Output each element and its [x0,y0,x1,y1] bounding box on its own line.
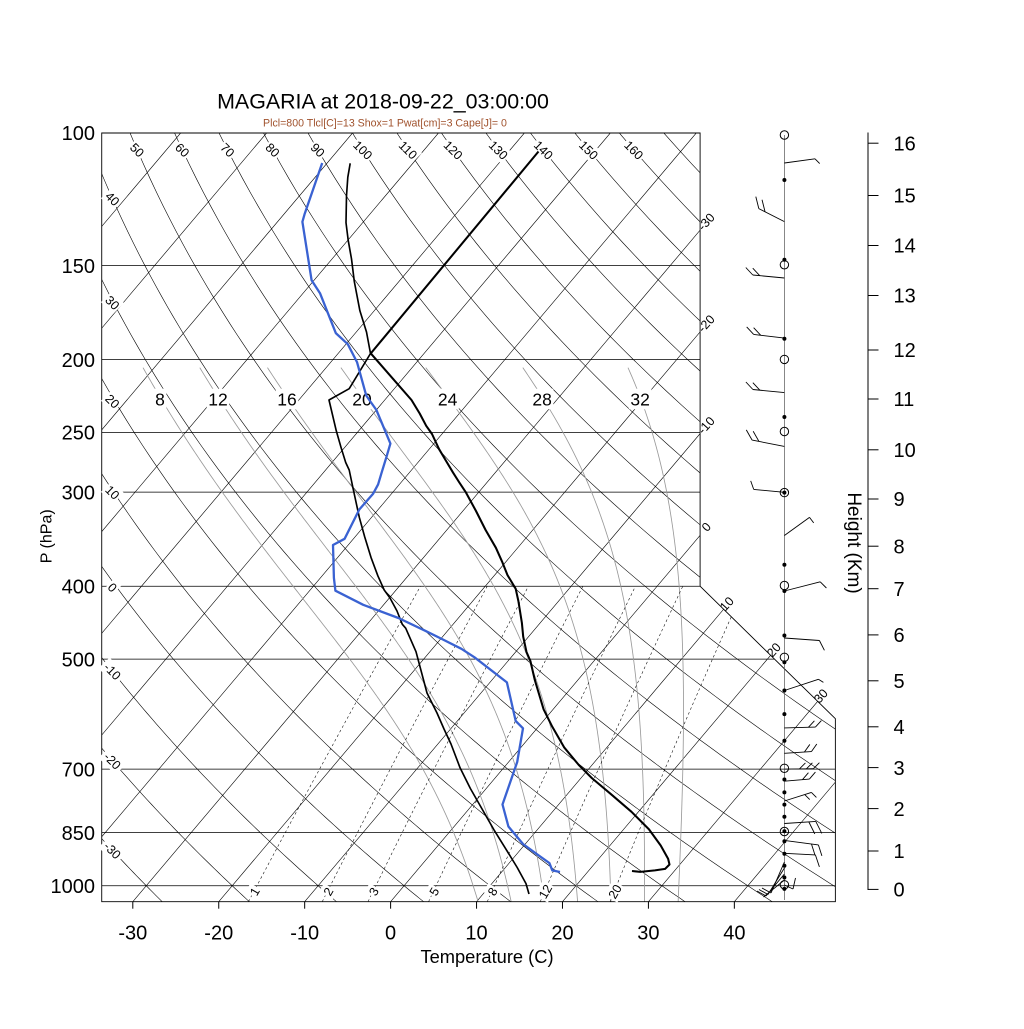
svg-text:850: 850 [62,823,95,845]
svg-text:16: 16 [277,389,296,409]
svg-text:20: 20 [551,922,573,944]
svg-text:12: 12 [536,882,555,901]
svg-text:9: 9 [894,489,905,511]
svg-text:24: 24 [438,389,458,409]
svg-text:16: 16 [894,133,916,155]
svg-text:14: 14 [894,236,916,258]
svg-text:-10: -10 [290,922,319,944]
svg-text:-20: -20 [204,922,233,944]
svg-text:40: 40 [723,922,745,944]
svg-text:300: 300 [62,482,95,504]
svg-text:6: 6 [894,625,905,647]
svg-text:250: 250 [62,423,95,445]
svg-text:8: 8 [894,536,905,558]
svg-text:4: 4 [894,717,905,739]
svg-text:MAGARIA at 2018-09-22_03:00:00: MAGARIA at 2018-09-22_03:00:00 [217,90,549,114]
svg-text:150: 150 [62,256,95,278]
svg-text:28: 28 [532,389,551,409]
svg-text:32: 32 [630,389,649,409]
svg-text:12: 12 [894,340,916,362]
svg-text:3: 3 [894,758,905,780]
svg-text:10: 10 [894,440,916,462]
svg-text:0: 0 [385,922,396,944]
svg-text:1: 1 [894,841,905,863]
svg-text:20: 20 [606,882,625,901]
svg-text:12: 12 [208,389,227,409]
svg-text:2: 2 [894,799,905,821]
svg-text:5: 5 [894,671,905,693]
svg-text:700: 700 [62,759,95,781]
svg-text:Plcl=800 Tlcl[C]=13 Shox=1 Pwa: Plcl=800 Tlcl[C]=13 Shox=1 Pwat[cm]=3 Ca… [263,118,507,130]
svg-text:400: 400 [62,576,95,598]
svg-text:15: 15 [894,186,916,208]
svg-text:0: 0 [894,880,905,902]
svg-text:30: 30 [637,922,659,944]
svg-text:-30: -30 [118,922,147,944]
svg-text:8: 8 [155,389,165,409]
svg-text:200: 200 [62,350,95,372]
svg-text:13: 13 [894,286,916,308]
svg-text:1000: 1000 [51,876,96,898]
svg-text:11: 11 [894,389,915,411]
svg-text:10: 10 [465,922,487,944]
svg-text:P (hPa): P (hPa) [38,509,55,563]
svg-text:500: 500 [62,649,95,671]
svg-text:Temperature (C): Temperature (C) [420,946,553,967]
svg-text:Height (Km): Height (Km) [843,492,864,593]
svg-text:100: 100 [62,123,95,145]
svg-text:7: 7 [894,579,905,601]
